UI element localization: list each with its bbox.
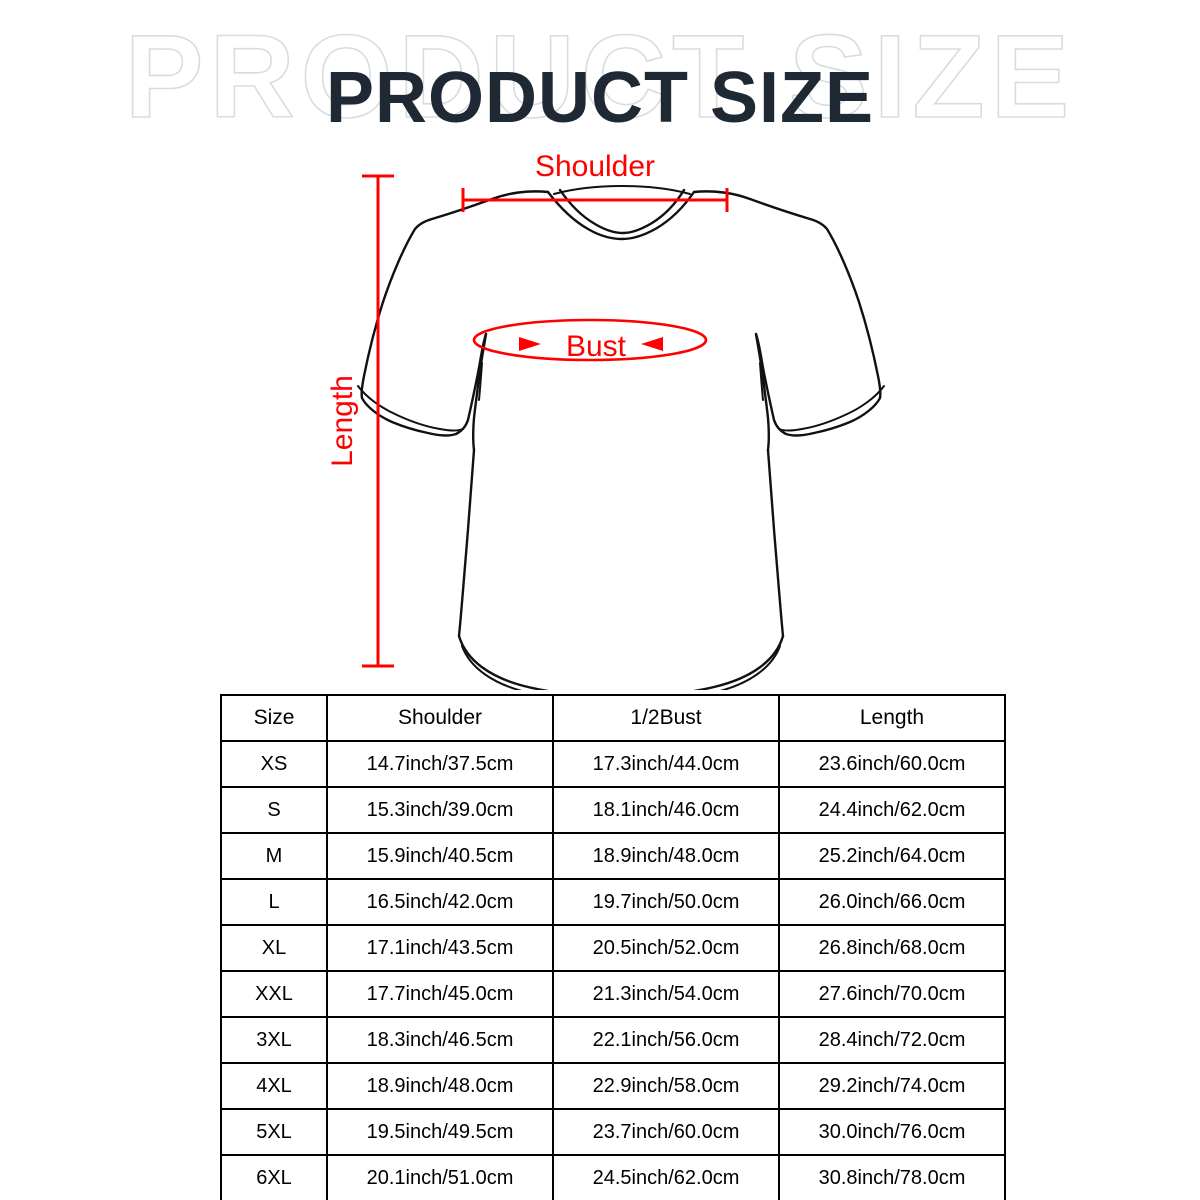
- cell-bust: 18.1inch/46.0cm: [552, 786, 780, 834]
- cell-shoulder: 18.3inch/46.5cm: [326, 1016, 554, 1064]
- table-header-row: Size Shoulder 1/2Bust Length: [220, 694, 1006, 742]
- cell-shoulder: 15.3inch/39.0cm: [326, 786, 554, 834]
- cell-length: 30.8inch/78.0cm: [778, 1154, 1006, 1200]
- column-header-bust: 1/2Bust: [552, 694, 780, 742]
- cell-length: 26.0inch/66.0cm: [778, 878, 1006, 926]
- cell-shoulder: 19.5inch/49.5cm: [326, 1108, 554, 1156]
- bust-measurement: Bust: [472, 318, 708, 363]
- cell-bust: 22.9inch/58.0cm: [552, 1062, 780, 1110]
- size-table-body: XS 14.7inch/37.5cm 17.3inch/44.0cm 23.6i…: [220, 740, 1006, 1200]
- cell-bust: 20.5inch/52.0cm: [552, 924, 780, 972]
- table-row: M 15.9inch/40.5cm 18.9inch/48.0cm 25.2in…: [220, 832, 1006, 880]
- cell-length: 23.6inch/60.0cm: [778, 740, 1006, 788]
- cell-bust: 21.3inch/54.0cm: [552, 970, 780, 1018]
- cell-length: 26.8inch/68.0cm: [778, 924, 1006, 972]
- tshirt-outline-icon: [357, 185, 885, 690]
- cell-bust: 19.7inch/50.0cm: [552, 878, 780, 926]
- cell-bust: 17.3inch/44.0cm: [552, 740, 780, 788]
- cell-length: 28.4inch/72.0cm: [778, 1016, 1006, 1064]
- cell-size: L: [220, 878, 328, 926]
- cell-size: M: [220, 832, 328, 880]
- cell-size: XS: [220, 740, 328, 788]
- table-row: XL 17.1inch/43.5cm 20.5inch/52.0cm 26.8i…: [220, 924, 1006, 972]
- cell-size: 4XL: [220, 1062, 328, 1110]
- cell-size: S: [220, 786, 328, 834]
- table-row: 3XL 18.3inch/46.5cm 22.1inch/56.0cm 28.4…: [220, 1016, 1006, 1064]
- cell-shoulder: 16.5inch/42.0cm: [326, 878, 554, 926]
- table-row: 5XL 19.5inch/49.5cm 23.7inch/60.0cm 30.0…: [220, 1108, 1006, 1156]
- cell-length: 25.2inch/64.0cm: [778, 832, 1006, 880]
- size-table-container: Size Shoulder 1/2Bust Length XS 14.7inch…: [220, 694, 1006, 1200]
- cell-shoulder: 20.1inch/51.0cm: [326, 1154, 554, 1200]
- watermark-title: PRODUCT SIZE: [124, 11, 1076, 143]
- bust-arrow-left: [519, 337, 541, 351]
- table-row: 6XL 20.1inch/51.0cm 24.5inch/62.0cm 30.8…: [220, 1154, 1006, 1200]
- cell-bust: 24.5inch/62.0cm: [552, 1154, 780, 1200]
- cell-bust: 18.9inch/48.0cm: [552, 832, 780, 880]
- bust-arrow-right: [641, 337, 663, 351]
- column-header-length: Length: [778, 694, 1006, 742]
- table-row: XS 14.7inch/37.5cm 17.3inch/44.0cm 23.6i…: [220, 740, 1006, 788]
- table-row: L 16.5inch/42.0cm 19.7inch/50.0cm 26.0in…: [220, 878, 1006, 926]
- shoulder-measurement: Shoulder: [461, 150, 729, 212]
- column-header-size: Size: [220, 694, 328, 742]
- cell-shoulder: 17.7inch/45.0cm: [326, 970, 554, 1018]
- table-row: 4XL 18.9inch/48.0cm 22.9inch/58.0cm 29.2…: [220, 1062, 1006, 1110]
- cell-shoulder: 17.1inch/43.5cm: [326, 924, 554, 972]
- cell-size: 5XL: [220, 1108, 328, 1156]
- cell-bust: 23.7inch/60.0cm: [552, 1108, 780, 1156]
- cell-length: 30.0inch/76.0cm: [778, 1108, 1006, 1156]
- cell-size: 6XL: [220, 1154, 328, 1200]
- shoulder-label: Shoulder: [535, 150, 655, 183]
- cell-size: XL: [220, 924, 328, 972]
- cell-bust: 22.1inch/56.0cm: [552, 1016, 780, 1064]
- column-header-shoulder: Shoulder: [326, 694, 554, 742]
- table-row: XXL 17.7inch/45.0cm 21.3inch/54.0cm 27.6…: [220, 970, 1006, 1018]
- cell-length: 27.6inch/70.0cm: [778, 970, 1006, 1018]
- cell-shoulder: 14.7inch/37.5cm: [326, 740, 554, 788]
- bust-label: Bust: [566, 330, 627, 363]
- cell-shoulder: 15.9inch/40.5cm: [326, 832, 554, 880]
- cell-shoulder: 18.9inch/48.0cm: [326, 1062, 554, 1110]
- title-area: PRODUCT SIZE PRODUCT SIZE: [0, 0, 1200, 170]
- page-title: PRODUCT SIZE: [325, 58, 875, 138]
- cell-size: XXL: [220, 970, 328, 1018]
- bust-measure-ellipse: [472, 318, 708, 362]
- table-row: S 15.3inch/39.0cm 18.1inch/46.0cm 24.4in…: [220, 786, 1006, 834]
- garment-diagram: Shoulder Bust Length: [0, 150, 1200, 690]
- length-measurement: Length: [326, 174, 394, 668]
- tshirt-measurement-svg: Shoulder Bust Length: [326, 150, 885, 690]
- cell-size: 3XL: [220, 1016, 328, 1064]
- cell-length: 29.2inch/74.0cm: [778, 1062, 1006, 1110]
- length-label: Length: [326, 375, 359, 467]
- cell-length: 24.4inch/62.0cm: [778, 786, 1006, 834]
- size-table: Size Shoulder 1/2Bust Length XS 14.7inch…: [220, 694, 1006, 1200]
